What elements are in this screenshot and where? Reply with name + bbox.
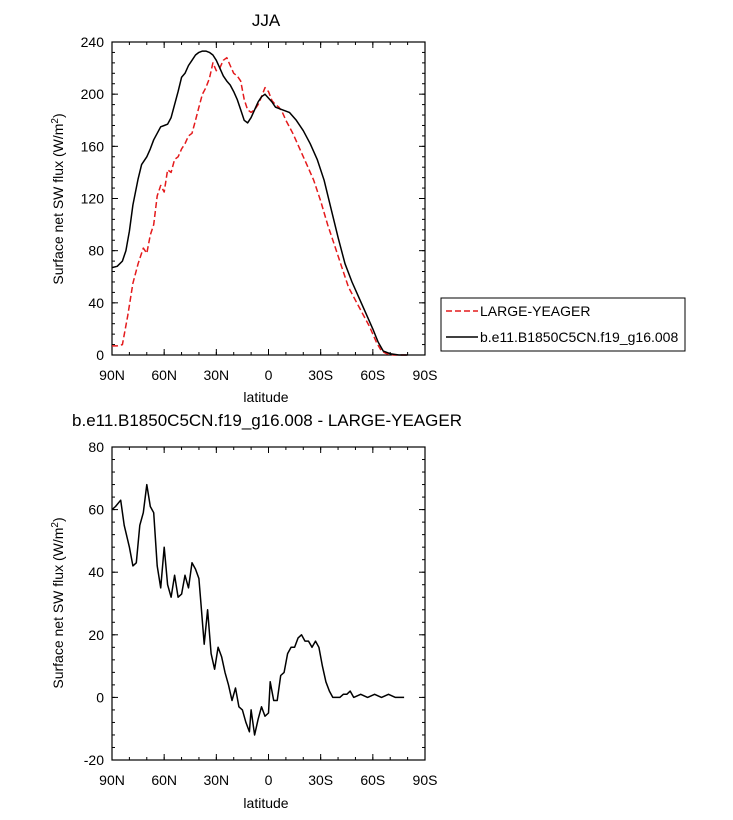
y-tick-label: 0 — [96, 689, 104, 705]
y-tick-label: 120 — [81, 191, 105, 207]
legend-label-b-e11: b.e11.B1850C5CN.f19_g16.008 — [480, 329, 678, 345]
x-tick-label: 0 — [265, 772, 273, 788]
panel-top: JJA 90N 60N 30N 0 30S 60S 90S 0 40 80 120 160 200 240… — [50, 11, 686, 405]
x-tick-label: 90S — [413, 772, 438, 788]
legend-label-large-yeager: LARGE-YEAGER — [480, 303, 590, 319]
x-tick-label: 30N — [203, 772, 229, 788]
legend-box — [440, 297, 686, 352]
y-tick-label: 0 — [96, 347, 104, 363]
y-tick-label: 20 — [88, 627, 104, 643]
x-tick-label: 60S — [360, 367, 385, 383]
y-tick-label: 60 — [88, 502, 104, 518]
y-tick-label: 40 — [88, 564, 104, 580]
x-tick-label: 60N — [151, 772, 177, 788]
panel-bottom: b.e11.B1850C5CN.f19_g16.008 - LARGE-YEAG… — [50, 411, 462, 811]
x-tick-label: 30N — [203, 367, 229, 383]
y-axis-label: Surface net SW flux (W/m2) — [50, 113, 66, 284]
y-tick-label: 80 — [88, 243, 104, 259]
x-tick-label: 60N — [151, 367, 177, 383]
x-tick-label: 30S — [308, 367, 333, 383]
chart-title: JJA — [252, 11, 281, 30]
y-tick-label: 240 — [81, 34, 105, 50]
x-axis-label: latitude — [243, 389, 288, 405]
x-tick-label: 90N — [99, 772, 125, 788]
x-tick-label: 90S — [413, 367, 438, 383]
legend: LARGE-YEAGER b.e11.B1850C5CN.f19_g16.008 — [440, 297, 686, 352]
y-tick-label: 160 — [81, 138, 105, 154]
y-tick-label: 80 — [88, 439, 104, 455]
y-axis-label: Surface net SW flux (W/m2) — [50, 517, 66, 688]
x-tick-label: 60S — [360, 772, 385, 788]
series-line-b-e11-b1850c5cn-f19-g16-008 — [111, 50, 408, 356]
x-tick-label: 30S — [308, 772, 333, 788]
series-line-large-yeager — [112, 56, 408, 356]
x-tick-label: 0 — [265, 367, 273, 383]
series-line-b-e11-b1850c5cn-f19-g16-008-large-yeager — [111, 483, 405, 736]
y-tick-label: -20 — [84, 752, 104, 768]
x-tick-label: 90N — [99, 367, 125, 383]
x-axis-label: latitude — [243, 795, 288, 811]
y-tick-label: 40 — [88, 295, 104, 311]
chart-title: b.e11.B1850C5CN.f19_g16.008 - LARGE-YEAG… — [72, 411, 462, 430]
y-tick-label: 200 — [81, 86, 105, 102]
plot-frame — [111, 41, 426, 356]
